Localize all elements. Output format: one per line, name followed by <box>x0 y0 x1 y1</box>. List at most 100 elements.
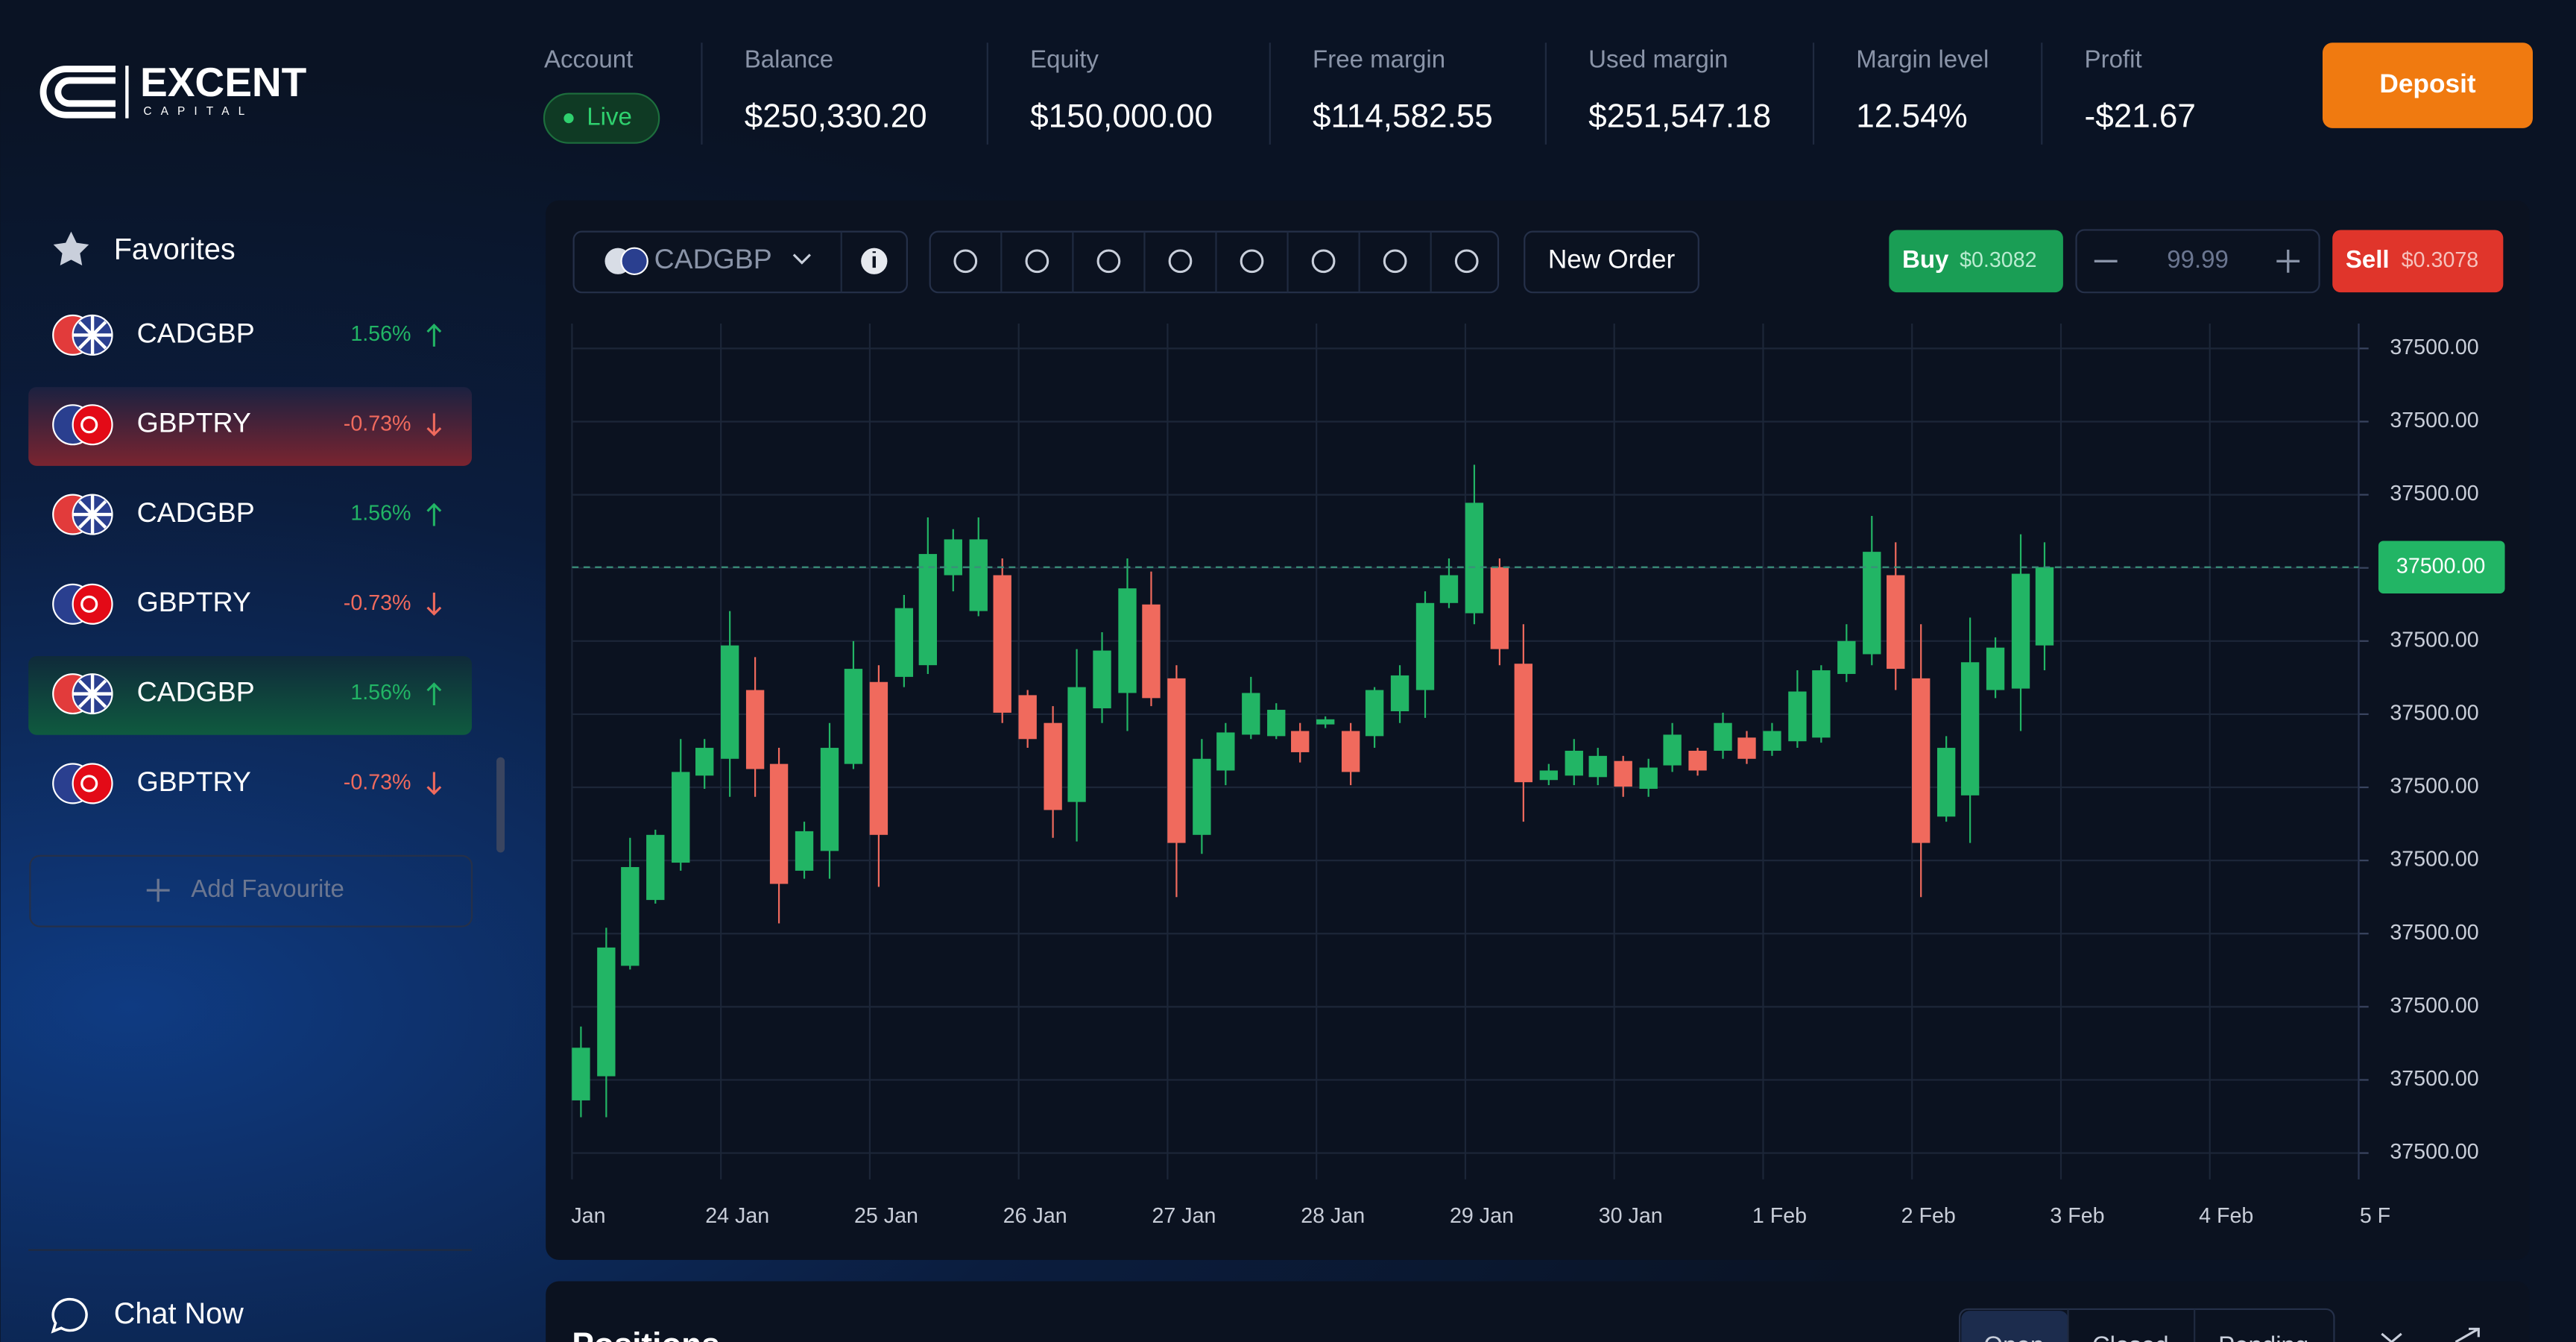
change: 1.56% <box>350 681 411 705</box>
collapse-icon[interactable] <box>2381 1332 2402 1342</box>
candle-body <box>1737 737 1756 759</box>
x-tick-label: 24 Jan <box>705 1204 769 1228</box>
live-pill <box>543 92 660 144</box>
quantity-input[interactable] <box>2075 229 2320 294</box>
candle-body <box>2035 567 2054 646</box>
symbol[interactable]: CADGBP <box>137 317 255 348</box>
candle-body <box>1490 567 1509 649</box>
tool-icon[interactable] <box>1025 249 1049 274</box>
candle-body <box>844 669 863 764</box>
candle-body <box>1514 664 1533 783</box>
tools <box>953 231 1479 293</box>
tab-label[interactable]: Open <box>1983 1332 2044 1342</box>
candle-body <box>1588 755 1607 778</box>
account-label: Account <box>544 45 633 73</box>
arrow-down <box>426 413 442 437</box>
x-tick-label: 27 Jan <box>1152 1204 1216 1228</box>
flag-crescent <box>80 775 98 793</box>
plus-icon[interactable] <box>2276 249 2300 273</box>
candle-body <box>1812 670 1831 738</box>
candle-body <box>1439 575 1459 603</box>
x-tick-label: 3 Feb <box>2050 1204 2104 1228</box>
plus-icon <box>146 878 170 902</box>
candle-body <box>1390 675 1409 711</box>
candle-body <box>1118 588 1137 693</box>
x-tick-label: 1 Feb <box>1752 1204 1807 1228</box>
candle-body <box>1167 678 1186 843</box>
symbol[interactable]: GBPTRY <box>137 766 251 797</box>
flag-cross <box>72 494 113 535</box>
favorites-list: CADGBP 1.56% GBPTRY -0.73% CADGBP 1.56% GBPTRY… <box>28 314 473 804</box>
chat-label[interactable]: Chat Now <box>114 1297 244 1330</box>
last-price-label: 37500.00 <box>2396 554 2485 578</box>
flag-crescent <box>80 416 98 434</box>
tab-label[interactable]: Pending <box>2218 1332 2308 1342</box>
deposit-label: Deposit <box>2379 69 2476 98</box>
candle-body <box>1986 647 2005 690</box>
flag <box>72 583 113 625</box>
candle-body <box>820 748 839 851</box>
expand-icon[interactable] <box>2455 1327 2480 1342</box>
candle-body <box>597 947 616 1077</box>
x-tick-label: 29 Jan <box>1450 1204 1514 1228</box>
x-tick-label: 28 Jan <box>1301 1204 1365 1228</box>
tool-icon[interactable] <box>1311 249 1336 274</box>
y-tick-label: 37500.00 <box>2390 482 2478 505</box>
symbol[interactable]: GBPTRY <box>137 586 251 617</box>
candle-body <box>1837 640 1856 674</box>
star-icon <box>53 231 89 266</box>
candle-body <box>795 831 814 871</box>
live-dot <box>564 113 574 124</box>
new-order-button[interactable] <box>1524 230 1699 294</box>
symbol[interactable]: GBPTRY <box>137 407 251 438</box>
tool-icon[interactable] <box>1240 249 1264 274</box>
candle-body <box>1341 731 1360 772</box>
y-tick-label: 37500.00 <box>2390 628 2478 652</box>
candle-body <box>1291 731 1310 752</box>
tool-icon[interactable] <box>1096 249 1121 274</box>
stats: Balance $250,330.20 Equity $150,000.00 Free … <box>701 42 2196 145</box>
tab-label[interactable]: Closed <box>2092 1332 2169 1342</box>
y-tick-label: 37500.00 <box>2390 848 2478 872</box>
candle-body <box>1216 732 1235 771</box>
arrow-down <box>426 772 442 796</box>
symbol[interactable]: CADGBP <box>137 676 255 708</box>
tabs <box>1959 1308 2335 1342</box>
tool-icon[interactable] <box>1383 249 1407 274</box>
candle-body <box>745 690 765 769</box>
arrow-up <box>426 503 442 526</box>
y-tick-label: 37500.00 <box>2390 701 2478 725</box>
flag <box>72 763 113 804</box>
candle-body <box>1714 722 1732 751</box>
stat-label: Equity <box>1030 45 1099 73</box>
plot: 37500.00 37500.00 37500.00 37500.00 37500.00… <box>571 324 2505 1228</box>
tool-icon[interactable] <box>1454 249 1479 274</box>
active-tab[interactable] <box>1961 1311 2068 1342</box>
last-price-box <box>2378 541 2505 593</box>
change: 1.56% <box>350 322 411 346</box>
tools-group <box>929 230 1500 294</box>
candle-body <box>572 1048 590 1100</box>
add-favourite-label: Add Favourite <box>191 875 344 903</box>
add-favourite-button[interactable] <box>29 854 473 927</box>
candle-body <box>1639 767 1658 789</box>
sell-label: Sell <box>2346 246 2390 274</box>
candle-body <box>1887 575 1905 670</box>
change: -0.73% <box>344 412 411 435</box>
y-tick-label: 37500.00 <box>2390 409 2478 432</box>
tool-icon[interactable] <box>953 249 978 274</box>
candle-body <box>1863 552 1881 655</box>
deposit-button[interactable] <box>2323 42 2534 128</box>
symbol-selector[interactable] <box>572 230 908 294</box>
candle-body <box>1044 722 1062 810</box>
candle-body <box>1018 695 1037 740</box>
buy-button[interactable] <box>1889 230 2063 293</box>
x-tick-label: 5 F <box>2360 1204 2390 1228</box>
x-tick-label: 25 Jan <box>854 1204 918 1228</box>
x-tick-label: 30 Jan <box>1599 1204 1663 1228</box>
sell-button[interactable] <box>2332 230 2504 293</box>
tool-icon[interactable] <box>1168 249 1193 274</box>
candle-body <box>1193 758 1211 835</box>
symbol[interactable]: CADGBP <box>137 497 255 528</box>
